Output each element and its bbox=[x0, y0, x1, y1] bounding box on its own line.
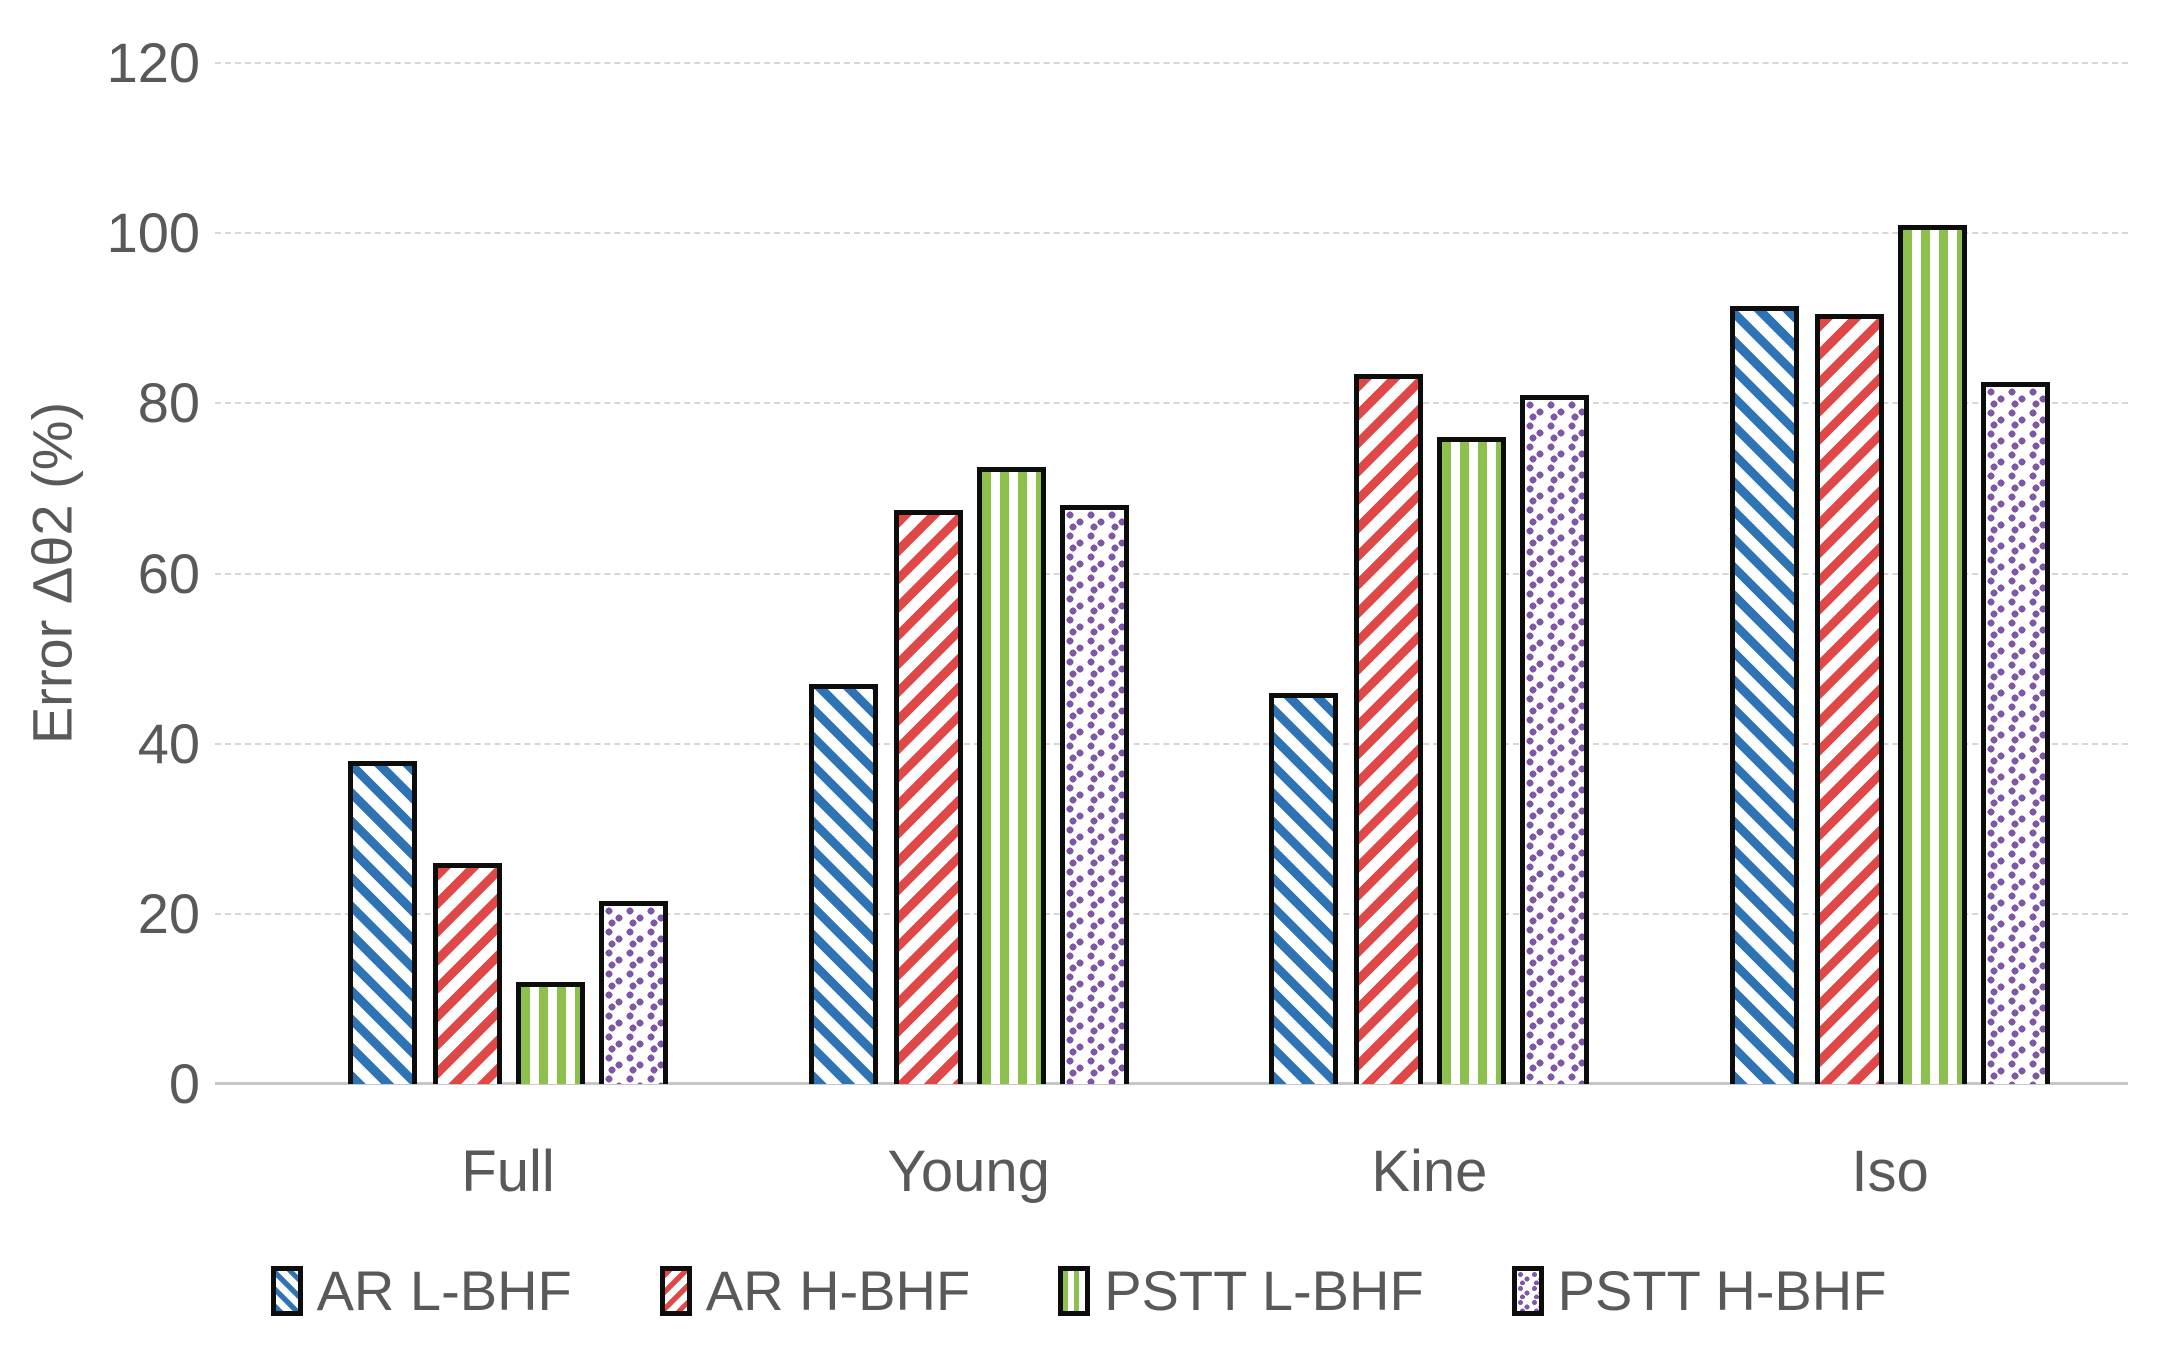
y-tick-label: 100 bbox=[106, 201, 200, 265]
legend-swatch-vertical-stripes bbox=[1058, 1265, 1091, 1316]
gridline bbox=[215, 62, 2128, 64]
gridline bbox=[215, 742, 2128, 745]
y-tick-label: 80 bbox=[137, 371, 200, 435]
y-tick-label: 120 bbox=[106, 31, 200, 94]
bar-ar-l-bhf-young bbox=[808, 684, 878, 1084]
bar-pstt-l-bhf-young bbox=[976, 467, 1046, 1084]
legend-item-pstt-h-bhf: PSTT H-BHF bbox=[1511, 1258, 1887, 1323]
legend-item-pstt-l-bhf: PSTT L-BHF bbox=[1058, 1258, 1424, 1323]
bar-ar-h-bhf-young bbox=[893, 509, 963, 1084]
legend: AR L-BHF AR H-BHF PSTT L-BHF PSTT H-BHF bbox=[0, 1258, 2157, 1323]
bar-ar-l-bhf-iso bbox=[1730, 305, 1800, 1084]
bar-ar-h-bhf-full bbox=[433, 862, 502, 1084]
y-tick-label: 40 bbox=[137, 711, 200, 775]
bar-ar-l-bhf-kine bbox=[1269, 692, 1339, 1084]
gridline bbox=[215, 232, 2128, 235]
legend-label: PSTT H-BHF bbox=[1557, 1259, 1887, 1322]
bar-pstt-l-bhf-iso bbox=[1898, 224, 1968, 1084]
legend-label: PSTT L-BHF bbox=[1104, 1259, 1424, 1322]
legend-item-ar-l-bhf: AR L-BHF bbox=[270, 1258, 572, 1323]
plot-area bbox=[215, 62, 2128, 1085]
legend-item-ar-h-bhf: AR H-BHF bbox=[659, 1258, 971, 1323]
legend-label: AR H-BHF bbox=[705, 1259, 971, 1322]
x-axis-label-iso: Iso bbox=[1851, 1139, 1929, 1204]
legend-swatch-diagonal-down-stripes bbox=[270, 1265, 303, 1316]
bar-pstt-h-bhf-full bbox=[599, 901, 668, 1084]
x-axis-label-kine: Kine bbox=[1371, 1139, 1488, 1204]
bar-ar-h-bhf-iso bbox=[1815, 314, 1885, 1084]
y-tick-label: 0 bbox=[168, 1052, 200, 1115]
y-tick-label: 60 bbox=[137, 541, 200, 605]
bar-ar-h-bhf-kine bbox=[1354, 373, 1424, 1084]
gridline bbox=[215, 912, 2128, 915]
gridline bbox=[215, 402, 2128, 405]
legend-swatch-diagonal-up-stripes bbox=[659, 1265, 692, 1316]
x-axis-line bbox=[215, 1082, 2128, 1085]
bar-pstt-h-bhf-kine bbox=[1520, 394, 1590, 1084]
bar-pstt-h-bhf-iso bbox=[1981, 382, 2051, 1084]
gridline bbox=[215, 572, 2128, 575]
bar-pstt-l-bhf-kine bbox=[1437, 437, 1507, 1084]
bar-ar-l-bhf-full bbox=[348, 760, 417, 1084]
x-axis-label-young: Young bbox=[887, 1139, 1050, 1204]
legend-swatch-dots bbox=[1511, 1265, 1544, 1316]
bar-pstt-h-bhf-young bbox=[1059, 505, 1129, 1084]
x-axis-label-full: Full bbox=[461, 1139, 555, 1204]
legend-label: AR L-BHF bbox=[316, 1259, 572, 1322]
y-tick-label: 20 bbox=[137, 881, 200, 945]
bar-pstt-l-bhf-full bbox=[516, 981, 585, 1084]
